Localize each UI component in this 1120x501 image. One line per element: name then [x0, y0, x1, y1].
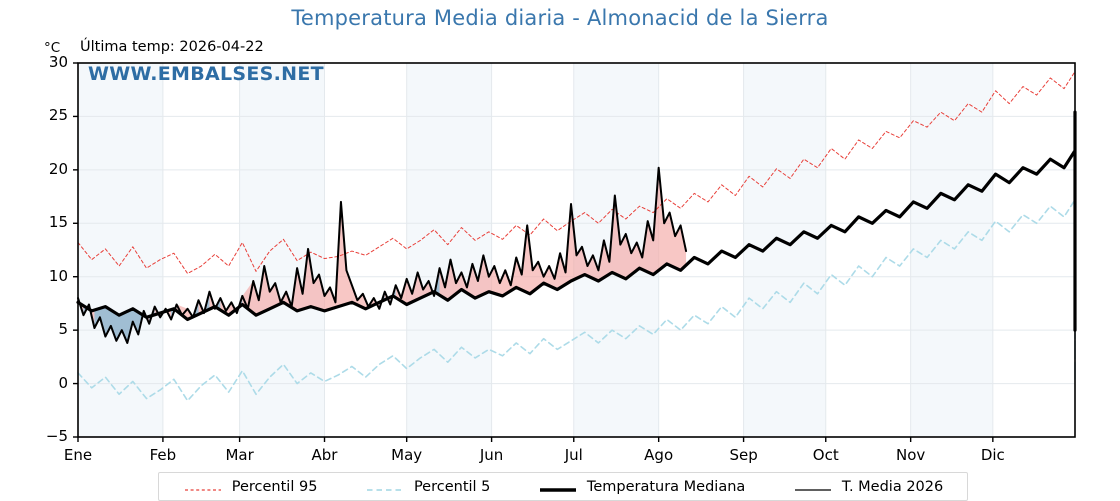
x-axis-tick-label: Sep — [729, 446, 758, 464]
y-axis-tick-label: 0 — [58, 373, 68, 392]
y-axis-tick-label: −5 — [45, 427, 68, 445]
x-axis-tick-label: Mar — [225, 446, 254, 464]
y-axis-tick-label: 10 — [48, 266, 68, 285]
y-axis-unit-label: °C — [44, 40, 61, 56]
legend-swatch-icon — [538, 481, 578, 493]
x-axis-tick-label: Jul — [564, 446, 583, 464]
last-temp-label: Última temp: 2026-04-22 — [80, 39, 264, 55]
x-axis-tick-label: Nov — [896, 446, 926, 464]
legend-item[interactable]: T. Media 2026 — [793, 473, 943, 500]
x-axis-tick-label: Jun — [479, 446, 504, 464]
y-axis-tick-label: 20 — [48, 159, 68, 178]
x-axis-tick-label: Abr — [311, 446, 338, 464]
y-axis-tick-label: 5 — [58, 320, 68, 339]
legend-label: Percentil 95 — [231, 478, 318, 495]
x-axis-tick-label: May — [391, 446, 423, 464]
legend-swatch-icon — [365, 481, 405, 493]
watermark-label: WWW.EMBALSES.NET — [88, 63, 324, 85]
legend-item[interactable]: Percentil 5 — [365, 473, 490, 500]
legend-label: Temperatura Mediana — [586, 478, 746, 495]
legend-label: Percentil 5 — [413, 478, 491, 495]
x-axis-tick-label: Feb — [149, 446, 177, 464]
x-axis-tick-label: Ene — [63, 446, 93, 464]
legend-item[interactable]: Percentil 95 — [183, 473, 318, 500]
axes-frame — [73, 62, 1076, 442]
x-axis-tick-label: Oct — [812, 446, 839, 464]
legend-swatch-icon — [793, 481, 833, 493]
y-axis-tick-label: 30 — [48, 53, 68, 71]
legend-label: T. Media 2026 — [841, 478, 944, 495]
legend-swatch-icon — [183, 481, 223, 493]
x-axis-tick-label: Dic — [980, 446, 1005, 464]
series-line-t-media-2026 — [77, 166, 688, 344]
month-background-bands — [78, 63, 993, 437]
chart-legend: Percentil 95 Percentil 5 Temperatura Media… — [158, 472, 968, 501]
y-axis-tick-label: 15 — [48, 213, 68, 232]
x-axis-tick-label: Ago — [644, 446, 674, 464]
chart-title: Temperatura Media diaria - Almonacid de … — [291, 6, 829, 30]
y-axis-tick-label: 25 — [48, 106, 68, 125]
legend-item[interactable]: Temperatura Mediana — [538, 473, 745, 500]
